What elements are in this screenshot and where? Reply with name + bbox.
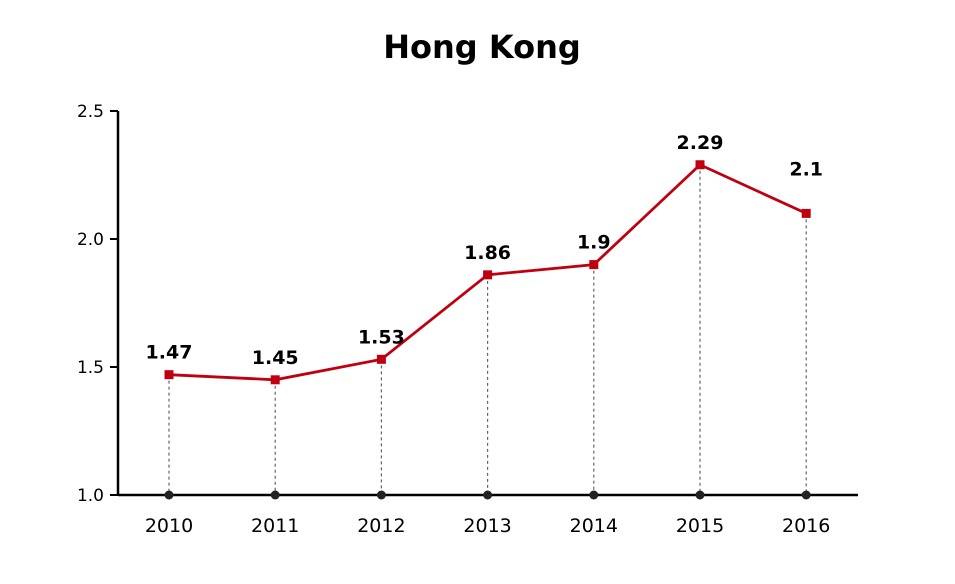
data-label: 1.53 xyxy=(358,326,405,348)
x-tick-label: 2010 xyxy=(145,515,193,537)
data-point xyxy=(801,208,811,218)
data-label: 1.47 xyxy=(146,342,193,364)
x-tick-label: 2013 xyxy=(463,515,511,537)
data-point xyxy=(270,375,280,385)
baseline-dot xyxy=(589,490,599,500)
data-label: 2.29 xyxy=(677,132,724,154)
data-label: 1.45 xyxy=(252,347,299,369)
data-label: 1.9 xyxy=(577,232,611,254)
drop-lines xyxy=(164,164,811,500)
data-point xyxy=(589,260,599,270)
baseline-dot xyxy=(376,490,386,500)
y-tick-label: 1.5 xyxy=(77,358,104,378)
baseline-dot xyxy=(164,490,174,500)
chart-title: Hong Kong xyxy=(383,28,581,66)
y-tick-label: 2.0 xyxy=(77,230,104,250)
data-label: 2.1 xyxy=(789,158,823,180)
x-tick-label: 2012 xyxy=(357,515,405,537)
data-point xyxy=(376,354,386,364)
x-tick-label: 2014 xyxy=(570,515,618,537)
chart-axes: 1.0 1.5 2.0 2.5 xyxy=(77,102,858,506)
baseline-dot xyxy=(270,490,280,500)
x-tick-label: 2011 xyxy=(251,515,299,537)
x-tick-label: 2016 xyxy=(782,515,830,537)
x-tick-label: 2015 xyxy=(676,515,724,537)
x-axis-labels: 2010 2011 2012 2013 2014 2015 2016 xyxy=(145,515,831,537)
baseline-dot xyxy=(801,490,811,500)
data-point xyxy=(164,370,174,380)
baseline-dot xyxy=(483,490,493,500)
data-points xyxy=(164,160,811,385)
data-point xyxy=(483,270,493,280)
data-point xyxy=(695,160,705,170)
y-tick-label: 1.0 xyxy=(77,486,104,506)
data-label: 1.86 xyxy=(464,242,511,264)
y-tick-label: 2.5 xyxy=(77,102,104,122)
data-labels: 1.47 1.45 1.53 1.86 1.9 2.29 2.1 xyxy=(146,132,823,369)
baseline-dot xyxy=(695,490,705,500)
